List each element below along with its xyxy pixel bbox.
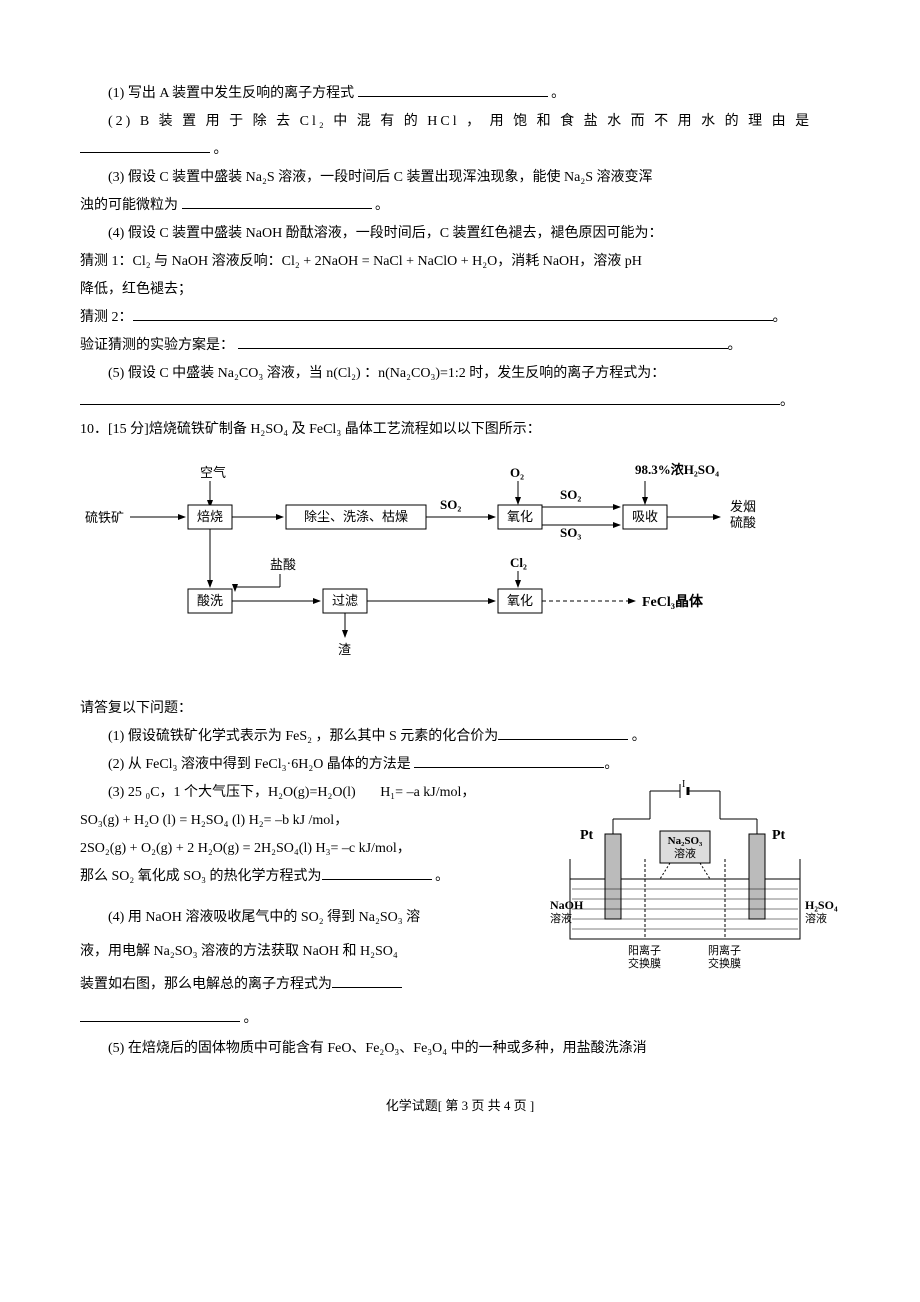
p3b-text: SO₃(g) + H₂O (l) = H₂SO₄ (l) H₂= –b kJ /…	[80, 813, 348, 828]
cell-svg: I Pt Pt Na₂SO₃ 溶液 NaOH 溶液 H₂SO₄ 溶液 阳离子 交…	[550, 779, 840, 979]
q4d-label: 猜测 2：	[80, 310, 133, 325]
cell-na2so3-sol: 溶液	[674, 846, 696, 860]
label-fecl3: FeCl₃晶体	[642, 593, 704, 610]
p4c-text: 装置如右图，那么电解总的离子方程式为	[80, 977, 332, 992]
question-10-stem: 10．[15 分]焙烧硫铁矿制备 H₂SO₄ 及 FeCl₃ 晶体工艺流程如以以…	[80, 416, 840, 444]
label-h2so4: 98.3%浓H₂SO₄	[635, 462, 719, 477]
cell-h2so4-sol: 溶液	[805, 911, 827, 925]
label-so3: SO₃	[560, 525, 581, 540]
q5a-text: (5) 假设 C 中盛装 Na₂CO₃ 溶液，当 n(Cl₂) ：n(Na₂CO…	[108, 366, 665, 381]
answer-prompt-text: 请答复以下问题：	[80, 701, 192, 716]
box-oxidize2: 氧化	[507, 593, 533, 608]
question-2: (2) B 装 置 用 于 除 去 Cl₂ 中 混 有 的 HCl ， 用 饱 …	[80, 108, 840, 164]
q3b-text: 浊的可能微粒为	[80, 198, 178, 213]
cell-na2so3: Na₂SO₃	[668, 835, 703, 847]
label-cl2: Cl₂	[510, 555, 527, 570]
answer-prompt: 请答复以下问题：	[80, 695, 840, 723]
q3a-text: (3) 假设 C 装置中盛装 Na₂S 溶液，一段时间后 C 装置出现浑浊现象，…	[108, 170, 652, 185]
q4e-label: 验证猜测的实验方案是：	[80, 338, 234, 353]
flow-svg: 空气 硫铁矿 焙烧 除尘、洗涤、枯燥 SO₂ O₂ 氧化 SO₂ SO₃ 98.…	[80, 459, 820, 669]
p1-text: (1) 假设硫铁矿化学式表示为 FeS₂ ，那么其中 S 元素的化合价为	[108, 729, 498, 744]
cell-naoh-sol: 溶液	[550, 911, 572, 925]
page-footer: 化学试题[ 第 3 页 共 4 页 ]	[80, 1093, 840, 1119]
p4c-blank[interactable]	[332, 987, 402, 988]
p1-blank[interactable]	[498, 739, 628, 740]
q4c-text: 降低，红色褪去；	[80, 282, 192, 297]
label-fuming1: 发烟	[730, 499, 756, 514]
q4e-blank[interactable]	[238, 348, 728, 349]
cell-h2so4: H₂SO₄	[805, 898, 838, 912]
cell-cation2: 交换膜	[628, 956, 661, 970]
question-1: (1) 写出 A 装置中发生反响的离子方程式 。	[80, 80, 840, 108]
svg-text:I: I	[682, 779, 685, 790]
box-dust: 除尘、洗涤、枯燥	[304, 509, 408, 524]
label-so2b: SO₂	[560, 487, 581, 502]
q2-text: (2) B 装 置 用 于 除 去 Cl₂ 中 混 有 的 HCl ， 用 饱 …	[108, 114, 812, 129]
p4a-text: (4) 用 NaOH 溶液吸收尾气中的 SO₂ 得到 Na₂SO₃ 溶	[108, 910, 420, 925]
q1-blank[interactable]	[358, 96, 548, 97]
p2-text: (2) 从 FeCl₃ 溶液中得到 FeCl₃·6H₂O 晶体的方法是	[108, 757, 411, 772]
question-3: (3) 假设 C 装置中盛装 Na₂S 溶液，一段时间后 C 装置出现浑浊现象，…	[80, 164, 840, 220]
q4a-text: (4) 假设 C 装置中盛装 NaOH 酚酞溶液，一段时间后，C 装置红色褪去，…	[108, 226, 663, 241]
box-absorb: 吸收	[632, 509, 658, 524]
p2-blank[interactable]	[414, 767, 604, 768]
question-4: (4) 假设 C 装置中盛装 NaOH 酚酞溶液，一段时间后，C 装置红色褪去，…	[80, 220, 840, 360]
p3d-text: 那么 SO₂ 氧化成 SO₃ 的热化学方程式为	[80, 869, 322, 884]
box-filter: 过滤	[332, 593, 358, 608]
q1-text: (1) 写出 A 装置中发生反响的离子方程式	[108, 86, 354, 101]
box-pickle: 酸洗	[197, 593, 223, 608]
cell-cation1: 阳离子	[628, 943, 661, 957]
label-so2a: SO₂	[440, 497, 461, 512]
label-ore: 硫铁矿	[85, 510, 124, 525]
q5-blank[interactable]	[80, 404, 780, 405]
part-2: (2) 从 FeCl₃ 溶液中得到 FeCl₃·6H₂O 晶体的方法是 。	[80, 751, 840, 779]
p4b-text: 液，用电解 Na₂SO₃ 溶液的方法获取 NaOH 和 H₂SO₄	[80, 944, 398, 959]
p3c-text: 2SO₂(g) + O₂(g) + 2 H₂O(g) = 2H₂SO₄(l) H…	[80, 841, 411, 856]
p5-text: (5) 在焙烧后的固体物质中可能含有 FeO、Fe₂O₃、Fe₃O₄ 中的一种或…	[108, 1041, 647, 1056]
q3-blank[interactable]	[182, 208, 372, 209]
box-roast: 焙烧	[197, 509, 223, 524]
cell-pt-left: Pt	[580, 828, 594, 843]
cell-anion1: 阴离子	[708, 943, 741, 957]
cell-naoh: NaOH	[550, 898, 584, 912]
p3a-h: H₁= –a kJ/mol，	[380, 785, 475, 800]
electrolysis-figure: I Pt Pt Na₂SO₃ 溶液 NaOH 溶液 H₂SO₄ 溶液 阳离子 交…	[550, 779, 840, 990]
label-o2: O₂	[510, 465, 524, 480]
part-1: (1) 假设硫铁矿化学式表示为 FeS₂ ，那么其中 S 元素的化合价为 。	[80, 723, 840, 751]
label-hcl: 盐酸	[270, 557, 296, 572]
flow-diagram: 空气 硫铁矿 焙烧 除尘、洗涤、枯燥 SO₂ O₂ 氧化 SO₂ SO₃ 98.…	[80, 459, 840, 680]
part-5: (5) 在焙烧后的固体物质中可能含有 FeO、Fe₂O₃、Fe₃O₄ 中的一种或…	[80, 1035, 840, 1063]
q4b-text: 猜测 1：Cl₂ 与 NaOH 溶液反响：Cl₂ + 2NaOH = NaCl …	[80, 254, 642, 269]
q10-stem-text: 10．[15 分]焙烧硫铁矿制备 H₂SO₄ 及 FeCl₃ 晶体工艺流程如以以…	[80, 422, 541, 437]
label-fuming2: 硫酸	[730, 515, 756, 530]
cell-pt-right: Pt	[772, 828, 786, 843]
label-air: 空气	[200, 465, 226, 480]
footer-text: 化学试题[ 第 3 页 共 4 页 ]	[386, 1098, 534, 1113]
question-5: (5) 假设 C 中盛装 Na₂CO₃ 溶液，当 n(Cl₂) ：n(Na₂CO…	[80, 360, 840, 416]
cell-anion2: 交换膜	[708, 956, 741, 970]
p3d-blank[interactable]	[322, 879, 432, 880]
box-oxidize1: 氧化	[507, 509, 533, 524]
p3a-text: (3) 25 ₀C，1 个大气压下，H₂O(g)=H₂O(l)	[108, 785, 356, 800]
p4-blank2[interactable]	[80, 1021, 240, 1022]
q2-blank[interactable]	[80, 152, 210, 153]
q4d-blank[interactable]	[133, 320, 773, 321]
label-residue: 渣	[338, 642, 351, 657]
